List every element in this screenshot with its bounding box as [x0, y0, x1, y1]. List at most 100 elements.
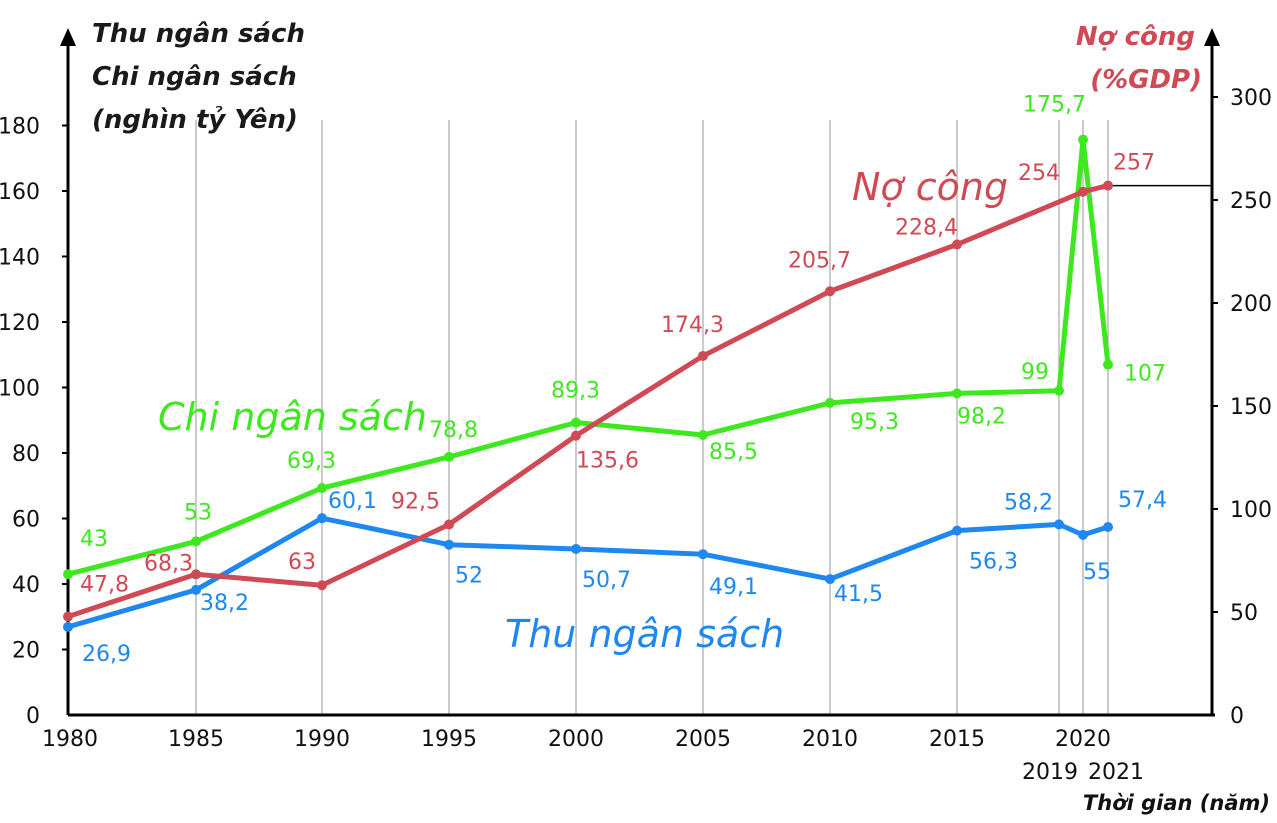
left-tick-label-80: 80 [12, 442, 40, 467]
point-chi-ngan-sach-2005 [698, 429, 708, 440]
data-labels: 43 53 69,3 78,8 89,3 85,5 95,3 98,2 99 175,7 107 26… [80, 93, 1167, 667]
point-no-cong-1995 [444, 519, 454, 530]
data-label-chi-ngan-sach-2015: 98,2 [957, 404, 1006, 429]
point-chi-ngan-sach-1995 [444, 451, 454, 462]
left-tick-label-40: 40 [12, 573, 40, 598]
data-label-thu-ngan-sach-1985: 38,2 [200, 591, 249, 616]
left-tick-label-180: 180 [0, 115, 40, 140]
data-label-chi-ngan-sach-1985: 53 [184, 500, 212, 525]
vertical-gridlines [195, 120, 1212, 715]
x-tick-label-2005: 2005 [675, 727, 731, 752]
data-label-no-cong-2000: 135,6 [576, 449, 639, 474]
point-thu-ngan-sach-2010 [825, 574, 835, 585]
left-tick-label-140: 140 [0, 246, 40, 271]
right-tick-label-300: 300 [1230, 86, 1272, 111]
data-label-chi-ngan-sach-1995: 78,8 [429, 418, 478, 443]
data-label-thu-ngan-sach-1995: 52 [455, 564, 483, 589]
point-chi-ngan-sach-2021 [1103, 359, 1113, 370]
x-tick-label-2015: 2015 [929, 727, 985, 752]
data-label-no-cong-2015: 228,4 [895, 215, 958, 240]
left-tick-label-100: 100 [0, 377, 40, 402]
right-tick-label-150: 150 [1230, 395, 1272, 420]
data-label-chi-ngan-sach-1980: 43 [80, 527, 108, 552]
left-tick-label-20: 20 [12, 639, 40, 664]
data-label-chi-ngan-sach-2021: 107 [1124, 362, 1166, 387]
data-label-no-cong-2020: 254 [1018, 161, 1060, 186]
point-thu-ngan-sach-1995 [444, 539, 454, 550]
series-label-thu: Thu ngân sách [505, 612, 784, 656]
axes: 0 20 40 60 80 100 120 140 160 180 0 50 100 150 200 250 3… [0, 28, 1272, 785]
data-label-thu-ngan-sach-2019: 58,2 [1004, 490, 1053, 515]
point-no-cong-1980 [63, 611, 73, 622]
data-label-chi-ngan-sach-2000: 89,3 [551, 379, 600, 404]
x-tick-label-2019: 2019 [1022, 760, 1078, 785]
data-label-thu-ngan-sach-2010: 41,5 [834, 582, 883, 607]
right-tick-label-0: 0 [1230, 704, 1244, 729]
point-chi-ngan-sach-1985 [191, 536, 201, 547]
left-tick-label-0: 0 [26, 704, 40, 729]
x-tick-label-1980: 1980 [42, 727, 98, 752]
x-axis-title: Thời gian (năm) [1083, 791, 1270, 815]
point-thu-ngan-sach-1990 [317, 513, 327, 524]
point-thu-ngan-sach-2005 [698, 549, 708, 560]
right-y-axis-arrow [1204, 28, 1220, 46]
point-chi-ngan-sach-2000 [571, 417, 581, 428]
right-tick-label-250: 250 [1230, 189, 1272, 214]
point-no-cong-1990 [317, 580, 327, 591]
data-label-thu-ngan-sach-2021: 57,4 [1118, 488, 1167, 513]
point-thu-ngan-sach-1985 [191, 584, 201, 595]
left-axis-title-line-3: (nghìn tỷ Yên) [92, 105, 298, 135]
left-y-axis-arrow [60, 28, 76, 46]
point-chi-ngan-sach-1980 [63, 569, 73, 580]
x-tick-label-1990: 1990 [294, 727, 350, 752]
point-chi-ngan-sach-1990 [317, 483, 327, 494]
point-chi-ngan-sach-2015 [952, 388, 962, 399]
data-label-chi-ngan-sach-2005: 85,5 [709, 440, 758, 465]
data-label-no-cong-2010: 205,7 [788, 248, 851, 273]
right-tick-label-50: 50 [1230, 601, 1258, 626]
left-tick-label-160: 160 [0, 180, 40, 205]
x-tick-label-1985: 1985 [168, 727, 224, 752]
point-no-cong-1985 [191, 569, 201, 580]
x-tick-label-2010: 2010 [802, 727, 858, 752]
data-label-thu-ngan-sach-2015: 56,3 [969, 550, 1018, 575]
point-no-cong-2021 [1103, 180, 1113, 191]
point-no-cong-2020 [1078, 186, 1088, 197]
point-thu-ngan-sach-2021 [1103, 522, 1113, 533]
series-line-no-cong [65, 183, 1111, 620]
point-thu-ngan-sach-2015 [952, 525, 962, 536]
left-axis-title-line-2: Chi ngân sách [92, 62, 297, 92]
point-thu-ngan-sach-2020 [1078, 529, 1088, 540]
data-label-no-cong-1990: 63 [288, 550, 316, 575]
data-label-no-cong-2021: 257 [1113, 151, 1155, 176]
point-no-cong-2010 [825, 286, 835, 297]
point-chi-ngan-sach-2010 [825, 397, 835, 408]
data-label-thu-ngan-sach-2000: 50,7 [582, 568, 631, 593]
data-label-thu-ngan-sach-2020: 55 [1083, 560, 1111, 585]
right-axis-title-line-1: Nợ công [1076, 22, 1195, 52]
point-thu-ngan-sach-2000 [571, 543, 581, 554]
x-tick-label-2021: 2021 [1088, 760, 1144, 785]
point-chi-ngan-sach-2019 [1054, 385, 1064, 396]
left-tick-label-60: 60 [12, 508, 40, 533]
point-no-cong-2005 [698, 350, 708, 361]
data-label-chi-ngan-sach-2019: 99 [1021, 360, 1049, 385]
point-thu-ngan-sach-2019 [1054, 519, 1064, 530]
point-thu-ngan-sach-1980 [63, 621, 73, 632]
x-tick-label-1995: 1995 [421, 727, 477, 752]
x-tick-label-2000: 2000 [548, 727, 604, 752]
right-tick-label-200: 200 [1230, 292, 1272, 317]
data-label-chi-ngan-sach-2020: 175,7 [1023, 93, 1086, 118]
right-tick-label-100: 100 [1230, 498, 1272, 523]
series-label-chi: Chi ngân sách [158, 395, 427, 439]
left-axis-title-line-1: Thu ngân sách [92, 19, 305, 49]
point-no-cong-2000 [571, 430, 581, 441]
data-label-chi-ngan-sach-2010: 95,3 [850, 410, 899, 435]
x-tick-label-2020: 2020 [1055, 727, 1111, 752]
data-label-chi-ngan-sach-1990: 69,3 [287, 449, 336, 474]
data-label-thu-ngan-sach-1990: 60,1 [328, 489, 377, 514]
data-label-thu-ngan-sach-2005: 49,1 [709, 575, 758, 600]
data-label-no-cong-1995: 92,5 [391, 489, 440, 514]
data-label-thu-ngan-sach-1980: 26,9 [82, 642, 131, 667]
